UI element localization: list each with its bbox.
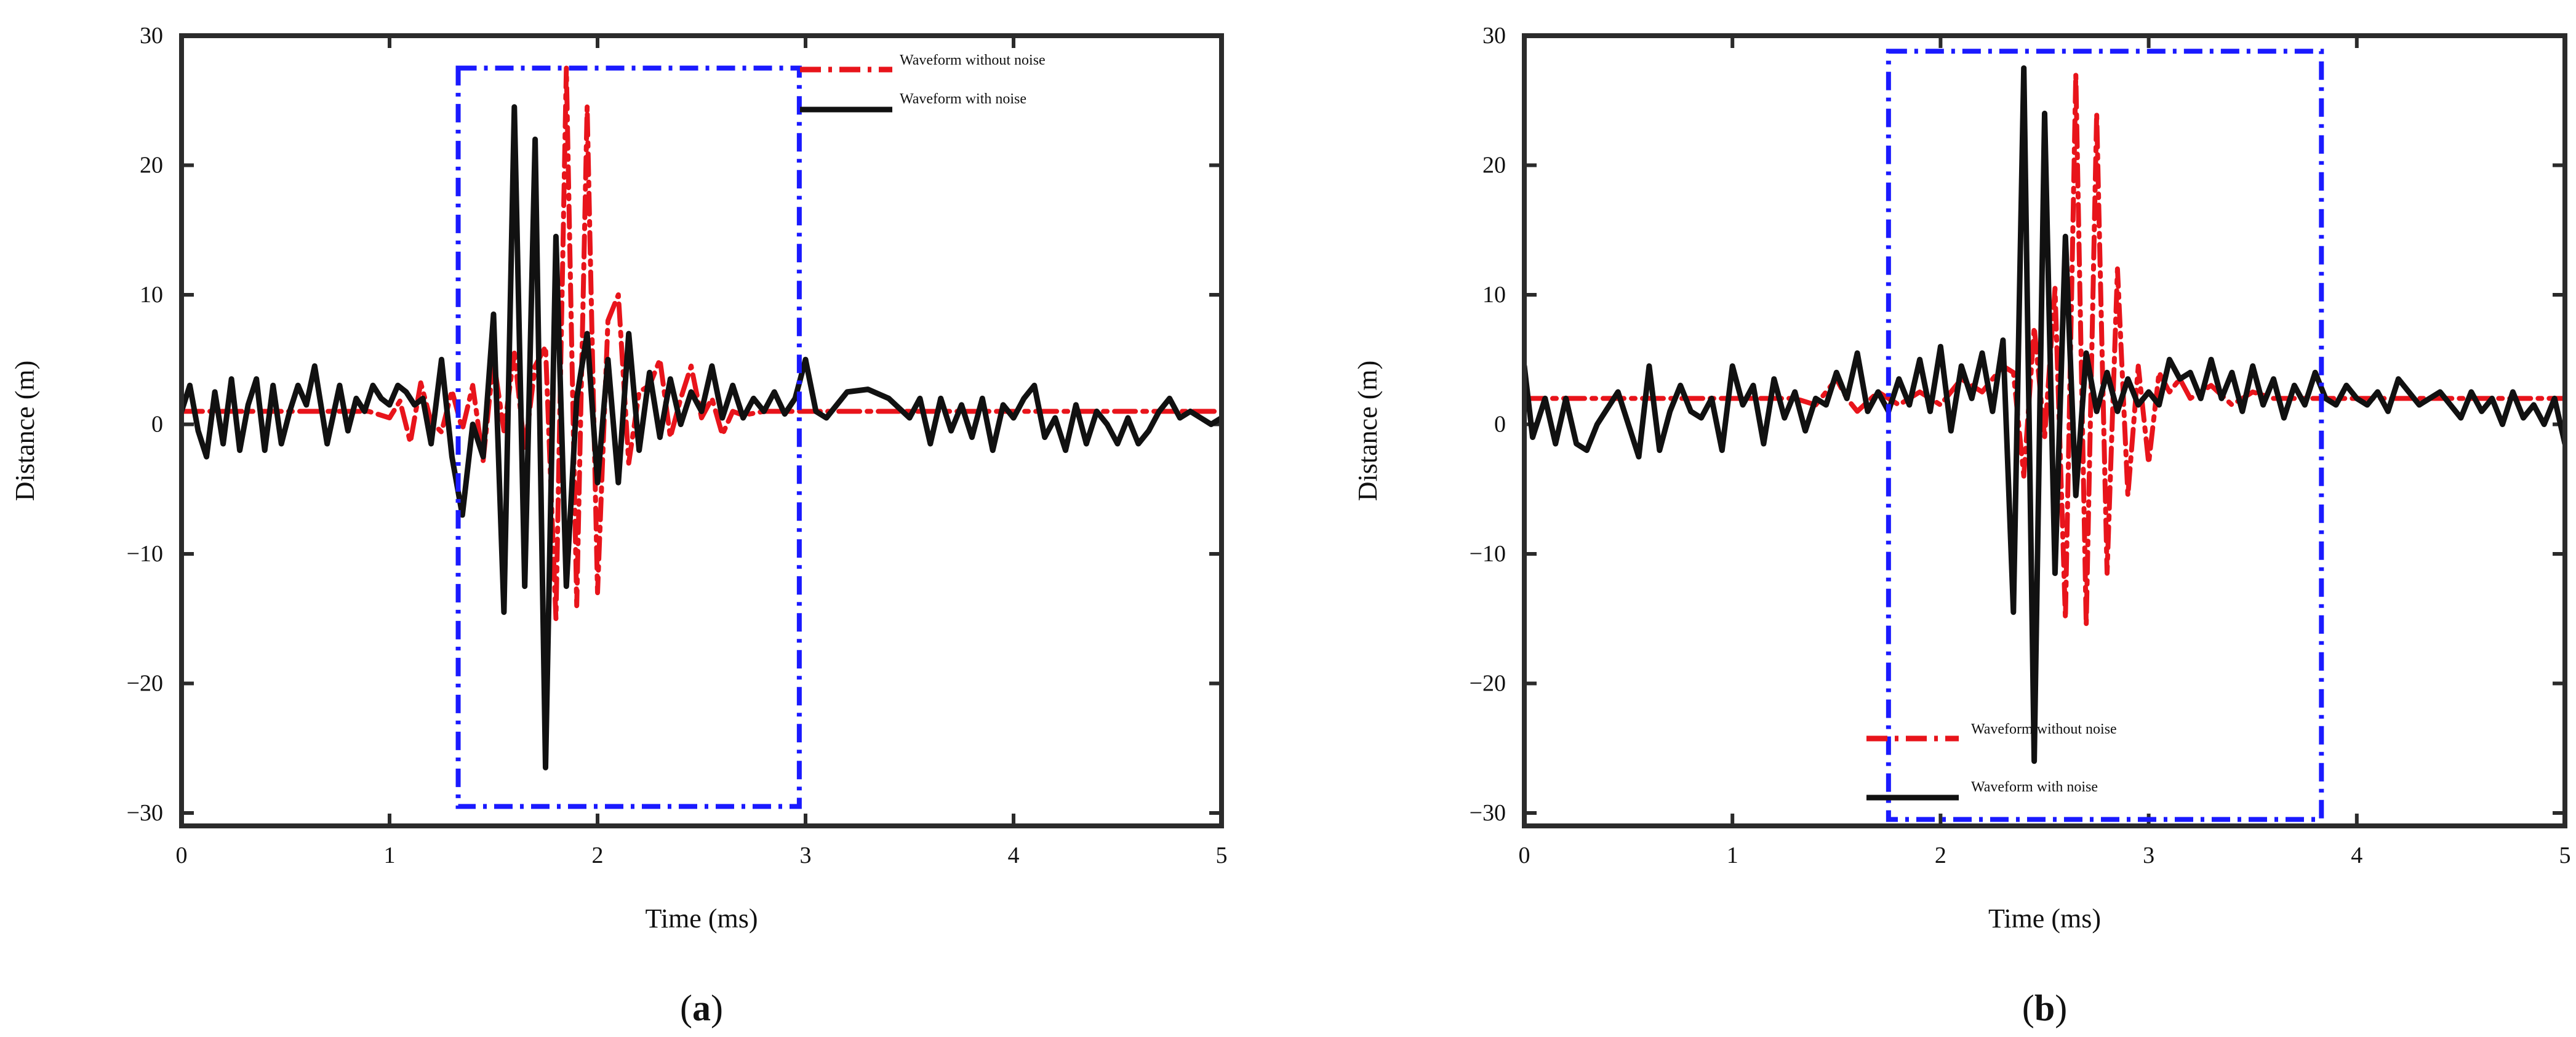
y-tick-label: −30 [127,800,163,826]
y-axis-label: Distance (m) [1353,361,1383,501]
plot-frame [179,33,1224,828]
x-tick-label: 0 [1519,843,1530,868]
x-tick-label: 2 [592,843,604,868]
panel-label-part: ) [2055,988,2067,1028]
panel-b: 0 1 2 3 4 5 −30 −20 −10 0 10 20 30 Waveform without n… [1353,23,2571,1028]
x-tick-label: 5 [2559,843,2571,868]
x-tick-label: 1 [384,843,396,868]
y-tick-label: −10 [127,541,163,567]
x-tick-label: 5 [1216,843,1228,868]
series-line-with-noise [182,104,1222,771]
y-tick-label: 20 [1482,152,1506,178]
series-line-without-noise [182,65,1222,622]
x-tick-label: 1 [1727,843,1738,868]
panel-label: (b) [2022,988,2067,1028]
y-tick-label: −20 [1470,670,1506,696]
series-line-with-noise [1524,65,2565,764]
x-axis-label: Time (ms) [1988,903,2101,934]
y-tick-label: 30 [140,23,163,49]
legend-label: Waveform without noise [1971,721,2117,737]
y-tick-label: 0 [1494,411,1506,437]
x-tick-label: 3 [2143,843,2154,868]
panel-label-part: ( [680,988,692,1028]
panel-label-part: b [2034,988,2055,1028]
x-tick-label: 3 [800,843,812,868]
x-axis-label: Time (ms) [646,903,758,934]
y-tick-label: −30 [1470,800,1506,826]
highlight-box [1886,49,2324,822]
panel-a: 0 1 2 3 4 5 −30 −20 −10 0 10 20 30 Waveform without n… [10,23,1228,1028]
y-tick-label: 20 [140,152,163,178]
legend-label: Waveform without noise [900,52,1046,68]
x-tick-label: 0 [176,843,188,868]
y-tick-label: 10 [140,282,163,308]
panel-label: (a) [680,988,723,1028]
plot-frame [1522,33,2567,828]
y-tick-label: −20 [127,670,163,696]
panel-label-part: a [692,988,711,1028]
y-tick-label: 0 [151,411,163,437]
legend-label: Waveform with noise [1971,779,2098,795]
x-tick-label: 2 [1935,843,1946,868]
y-tick-label: −10 [1470,541,1506,567]
highlight-box [455,65,802,809]
y-axis-label: Distance (m) [10,361,40,501]
y-tick-label: 30 [1482,23,1506,49]
panel-label-part: ( [2022,988,2034,1028]
x-tick-label: 4 [2351,843,2362,868]
y-tick-label: 10 [1482,282,1506,308]
x-tick-label: 4 [1008,843,1020,868]
legend-label: Waveform with noise [900,91,1026,107]
panel-label-part: ) [711,988,723,1028]
